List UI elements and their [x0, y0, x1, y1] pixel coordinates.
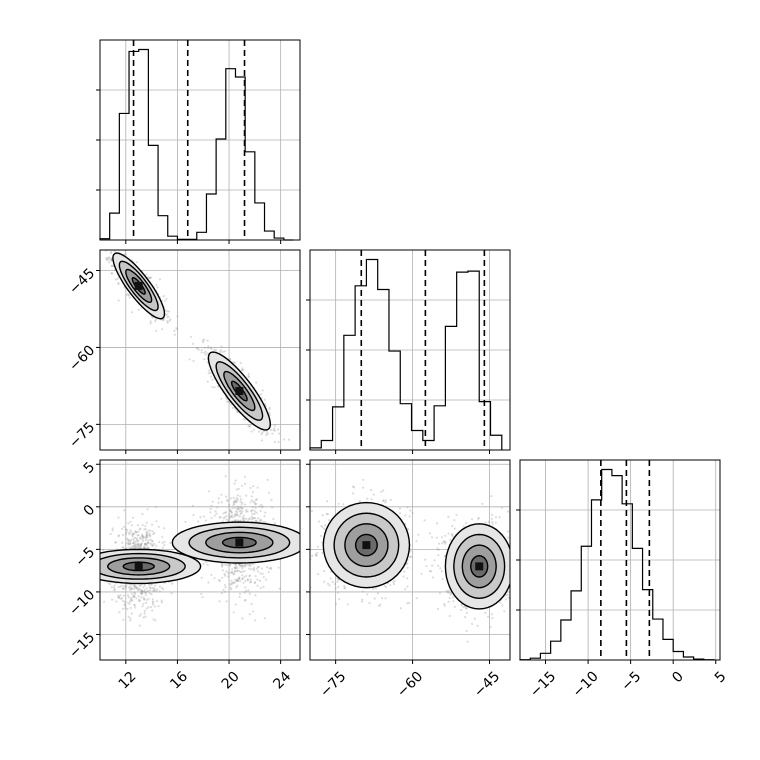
- x-tick-label: −15: [527, 669, 559, 701]
- x-tick-label: −5: [618, 669, 644, 695]
- x-axis-p0: 12 16 20 24: [116, 660, 294, 693]
- density-content: [105, 250, 291, 444]
- y-tick-label: −15: [66, 629, 98, 661]
- y-tick-label: −75: [66, 419, 98, 451]
- density-peak: [134, 281, 143, 290]
- x-tick-label: −75: [317, 669, 349, 701]
- x-tick-label: 16: [167, 668, 191, 692]
- y-tick-label: 5: [81, 459, 99, 477]
- y-axis-p2: [306, 463, 310, 635]
- panel-frame: [309, 249, 511, 451]
- density-peak: [235, 538, 244, 547]
- x-axis-p0: [125, 240, 282, 244]
- histogram-step: [99, 48, 294, 241]
- panel-frame: [99, 249, 301, 451]
- density-peak: [475, 562, 484, 571]
- y-axis-p1: −75 −60 −45: [66, 265, 100, 452]
- x-tick-label: −10: [570, 669, 602, 701]
- y-tick-label: −60: [66, 342, 98, 374]
- x-tick-label: −60: [394, 669, 426, 701]
- density-content: [100, 475, 300, 627]
- histogram-step: [519, 468, 715, 661]
- density-content: [310, 478, 510, 643]
- y-tick-label: −45: [66, 265, 98, 297]
- x-tick-label: 0: [669, 669, 687, 687]
- x-tick-label: 12: [116, 669, 140, 693]
- density-p0-p1: [99, 249, 301, 451]
- y-tick-label: −10: [66, 587, 98, 619]
- panel-frame: [519, 459, 721, 661]
- histogram-step: [309, 258, 503, 450]
- x-tick-label: 20: [219, 669, 243, 693]
- x-tick-label: 5: [712, 669, 730, 687]
- y-tick-label: 0: [81, 502, 99, 520]
- histogram-p1: [306, 249, 511, 451]
- density-peak: [362, 541, 371, 550]
- histogram-p2: [516, 459, 721, 661]
- density-p0-p2: [99, 459, 301, 661]
- x-axis-p2: −15 −10 −5 0 5: [527, 660, 729, 701]
- panel-frame: [309, 459, 511, 661]
- panel-frame: [99, 459, 301, 661]
- y-axis-p2: −15 −10 −5 0 5: [66, 459, 100, 662]
- x-axis-p0: [125, 450, 282, 454]
- density-peak: [235, 387, 244, 396]
- density-peak: [134, 562, 143, 571]
- x-tick-label: −45: [471, 669, 503, 701]
- histogram-p0: [96, 39, 301, 241]
- y-tick-label: −5: [72, 544, 98, 570]
- x-tick-label: 24: [270, 668, 294, 692]
- x-axis-p1: −75 −60 −45: [317, 660, 503, 701]
- panel-frame: [99, 39, 301, 241]
- density-p1-p2: [309, 459, 511, 661]
- x-axis-p1: [335, 450, 490, 454]
